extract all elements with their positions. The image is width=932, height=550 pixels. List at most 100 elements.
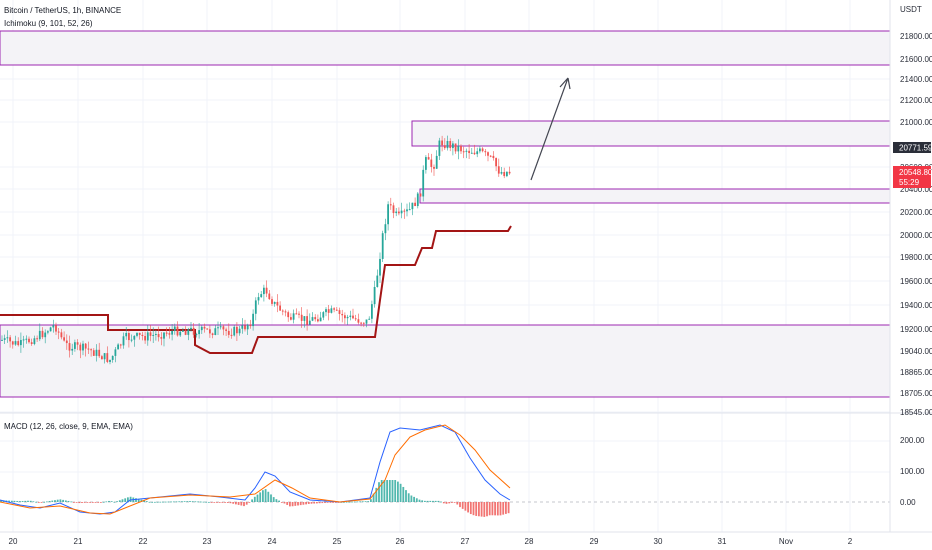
candle-body bbox=[117, 344, 119, 350]
macd-histogram-bar bbox=[29, 500, 32, 502]
macd-histogram-bar bbox=[486, 502, 488, 517]
macd-histogram-bar bbox=[451, 502, 453, 503]
candle-body bbox=[84, 343, 87, 349]
price-axis[interactable]: USDT 21800.00 21600.00 21400.00 21200.00 210… bbox=[889, 0, 932, 532]
candle-body bbox=[468, 150, 470, 154]
macd-histogram-bar bbox=[191, 501, 194, 503]
candle-body bbox=[300, 314, 303, 321]
candle-body bbox=[190, 327, 192, 330]
candle-body bbox=[254, 300, 257, 314]
candle-body bbox=[217, 327, 219, 329]
candle-body bbox=[452, 143, 454, 149]
macd-histogram-bar bbox=[461, 502, 464, 509]
macd-histogram-bar bbox=[226, 502, 229, 503]
candle-body bbox=[106, 353, 109, 362]
candle-body bbox=[484, 151, 487, 153]
macd-histogram-bar bbox=[135, 498, 137, 502]
macd-histogram-bar bbox=[415, 498, 418, 502]
time-tick: 22 bbox=[139, 537, 148, 546]
candle-body bbox=[87, 348, 90, 350]
candle-body bbox=[462, 151, 465, 153]
macd-histogram-bar bbox=[351, 501, 353, 503]
candle-body bbox=[241, 325, 244, 329]
macd-histogram-bar bbox=[51, 500, 54, 502]
time-tick: 28 bbox=[525, 537, 534, 546]
price-tick: 19800.00 bbox=[900, 253, 932, 262]
projection-arrow[interactable] bbox=[530, 77, 571, 181]
macd-histogram-bar bbox=[267, 491, 270, 502]
macd-histogram-bar bbox=[407, 493, 410, 502]
candle-body bbox=[346, 316, 349, 319]
candle-body bbox=[481, 148, 484, 152]
macd-histogram-bar bbox=[10, 500, 13, 502]
macd-histogram-bar bbox=[262, 490, 264, 502]
macd-histogram-bar bbox=[46, 501, 48, 503]
candle-body bbox=[111, 355, 114, 360]
marked-price-label: 20771.59 bbox=[893, 142, 932, 153]
support-resistance-zones bbox=[0, 30, 891, 398]
candle-body bbox=[122, 336, 125, 346]
symbol-title[interactable]: Bitcoin / TetherUS, 1h, BINANCE bbox=[4, 6, 121, 15]
time-tick: Nov bbox=[779, 537, 793, 546]
macd-histogram-bar bbox=[270, 494, 272, 502]
candle-body bbox=[138, 332, 141, 335]
candle-body bbox=[171, 331, 173, 335]
candle-body bbox=[103, 353, 106, 360]
macd-histogram-bar bbox=[445, 502, 448, 504]
macd-histogram-bar bbox=[437, 500, 440, 502]
candle-body bbox=[79, 344, 82, 351]
candle-body bbox=[82, 343, 84, 351]
candle-body bbox=[281, 310, 284, 312]
macd-histogram-bar bbox=[73, 502, 75, 503]
macd-histogram-bar bbox=[70, 501, 73, 503]
candle-body bbox=[292, 313, 295, 320]
macd-legend[interactable]: MACD (12, 26, close, 9, EMA, EMA) bbox=[4, 422, 133, 431]
candle-body bbox=[276, 301, 279, 306]
time-axis[interactable]: 20 21 22 23 24 25 26 27 28 29 30 31 Nov 2 bbox=[0, 531, 932, 546]
candle-body bbox=[338, 310, 341, 314]
macd-histogram-bar bbox=[229, 502, 232, 504]
candle-body bbox=[414, 202, 416, 207]
candle-body bbox=[373, 286, 376, 305]
macd-histogram-bar bbox=[318, 502, 321, 504]
candle-body bbox=[36, 338, 38, 340]
candle-body bbox=[119, 344, 122, 346]
candle-body bbox=[327, 309, 330, 313]
candle-body bbox=[352, 315, 354, 319]
candle-body bbox=[344, 315, 346, 319]
candle-body bbox=[22, 339, 25, 341]
macd-histogram-bar bbox=[13, 500, 16, 502]
candle-body bbox=[25, 338, 28, 340]
candle-body bbox=[438, 140, 441, 156]
candle-body bbox=[55, 325, 57, 332]
macd-histogram-bar bbox=[280, 502, 283, 503]
time-tick: 21 bbox=[74, 537, 83, 546]
candle-body bbox=[489, 155, 492, 157]
macd-histogram-bar bbox=[24, 500, 27, 502]
candle-body bbox=[295, 313, 298, 315]
candle-body bbox=[446, 141, 449, 149]
macd-histogram-bar bbox=[353, 501, 356, 503]
candle-body bbox=[71, 348, 74, 351]
candle-body bbox=[163, 332, 165, 339]
macd-histogram-bar bbox=[59, 499, 62, 502]
macd-histogram-bar bbox=[491, 502, 494, 516]
candle-body bbox=[325, 309, 327, 313]
last-price-value: 20548.80 bbox=[899, 168, 932, 177]
candle-body bbox=[335, 309, 338, 311]
macd-histogram-bar bbox=[429, 500, 432, 502]
candle-body bbox=[368, 318, 371, 320]
macd-histogram-bar bbox=[483, 502, 486, 517]
macd-histogram-bar bbox=[432, 500, 434, 502]
ichimoku-legend[interactable]: Ichimoku (9, 101, 52, 26) bbox=[4, 19, 93, 28]
macd-histogram-bar bbox=[210, 502, 213, 503]
macd-histogram-bar bbox=[75, 502, 78, 503]
candle-body bbox=[192, 327, 195, 335]
macd-histogram-bar bbox=[143, 500, 145, 502]
candle-body bbox=[433, 166, 435, 169]
candle-body bbox=[30, 342, 33, 345]
macd-histogram-bar bbox=[97, 502, 100, 503]
macd-histogram-bar bbox=[507, 502, 510, 514]
macd-histogram-bar bbox=[151, 501, 154, 503]
